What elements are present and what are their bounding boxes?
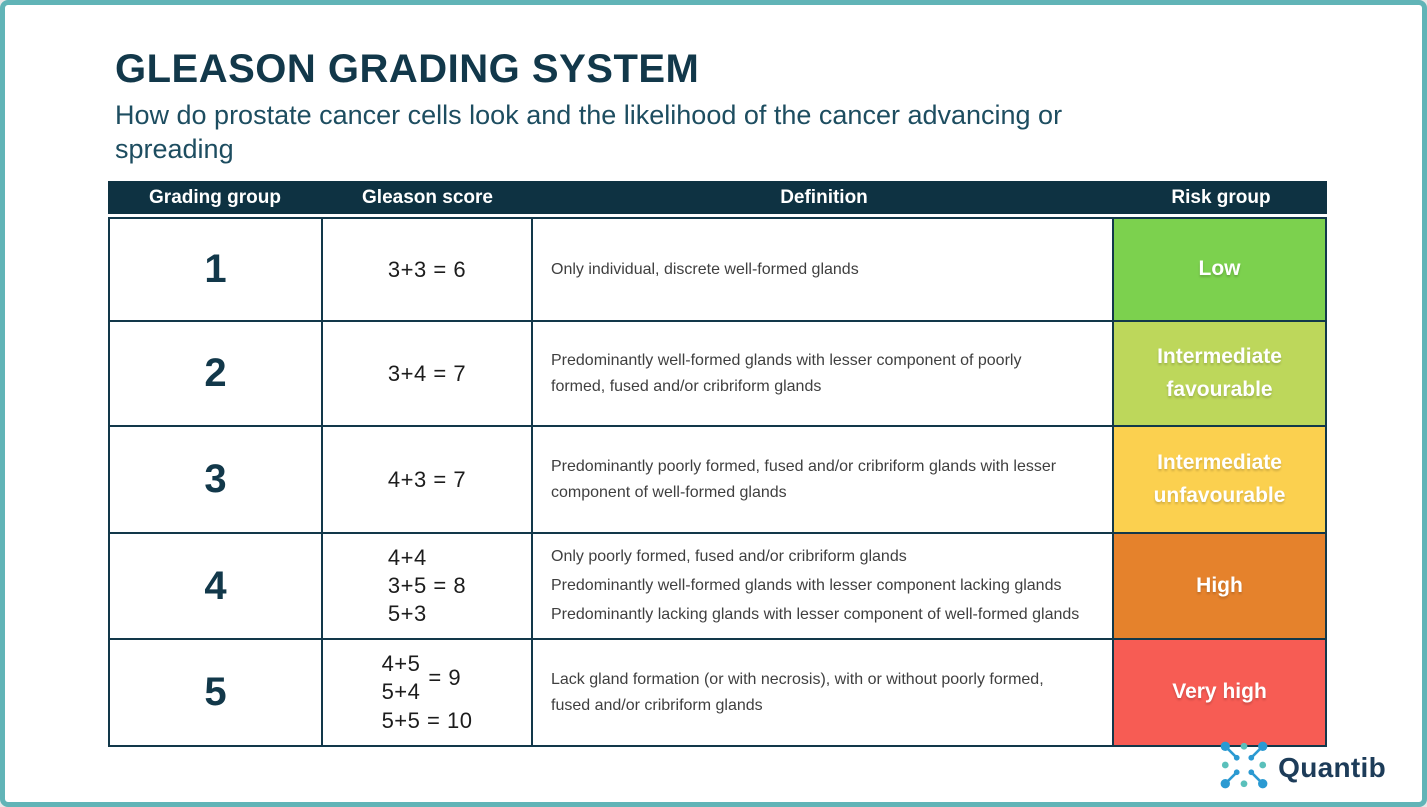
column-header-definition: Definition bbox=[780, 186, 868, 208]
table-body: 1 3+3 = 6 Only individual, discrete well… bbox=[108, 217, 1327, 747]
score-line: 3+5 = 8 bbox=[387, 572, 467, 598]
grading-group-cell: 1 bbox=[110, 219, 321, 320]
table-header-row: Grading group Gleason score Definition R… bbox=[108, 181, 1327, 214]
risk-group-cell: High bbox=[1114, 534, 1325, 638]
risk-group-cell: Low bbox=[1114, 219, 1325, 320]
definition-text: Predominantly well-formed glands with le… bbox=[551, 577, 1062, 594]
page-subtitle: How do prostate cancer cells look and th… bbox=[115, 100, 1063, 164]
score-pair-row: 4+5 5+4 = 9 bbox=[382, 650, 473, 706]
risk-group-cell: Intermediate unfavourable bbox=[1114, 427, 1325, 532]
page-title: GLEASON GRADING SYSTEM bbox=[115, 47, 700, 91]
header-block: GLEASON GRADING SYSTEM How do prostate c… bbox=[115, 47, 1315, 167]
definition-text: Predominantly lacking glands with lesser… bbox=[551, 606, 1080, 623]
molecule-icon bbox=[1218, 739, 1270, 796]
definition-cell: Only individual, discrete well-formed gl… bbox=[533, 219, 1112, 320]
score-line: 5+5 = 10 bbox=[381, 707, 473, 733]
score-line: 5+3 bbox=[387, 601, 427, 627]
gleason-score-cell: 4+5 5+4 = 9 5+5 = 10 bbox=[323, 640, 531, 745]
score-line: 5+4 bbox=[381, 679, 421, 705]
gleason-score-cell: 3+3 = 6 bbox=[323, 219, 531, 320]
score-line: 4+4 bbox=[387, 544, 427, 570]
header-gap bbox=[108, 214, 1327, 217]
quantib-logo-text: Quantib bbox=[1278, 751, 1386, 783]
grading-group-cell: 3 bbox=[110, 427, 321, 532]
score-pair-result: = 9 bbox=[428, 665, 462, 691]
grading-group-cell: 4 bbox=[110, 534, 321, 638]
definition-text: Predominantly well-formed glands with le… bbox=[551, 351, 1022, 395]
column-header-grading-group: Grading group bbox=[149, 186, 281, 208]
grading-group-cell: 2 bbox=[110, 322, 321, 425]
quantib-logo: Quantib bbox=[1218, 739, 1386, 796]
column-header-gleason-score: Gleason score bbox=[362, 186, 493, 208]
definition-text: Predominantly poorly formed, fused and/o… bbox=[551, 457, 1057, 501]
definition-text: Only individual, discrete well-formed gl… bbox=[551, 260, 859, 278]
risk-group-cell: Intermediate favourable bbox=[1114, 322, 1325, 425]
risk-label: Low bbox=[1198, 257, 1241, 281]
definition-cell: Predominantly poorly formed, fused and/o… bbox=[533, 427, 1112, 532]
definition-text: Lack gland formation (or with necrosis),… bbox=[551, 670, 1044, 714]
gleason-table: Grading group Gleason score Definition R… bbox=[108, 181, 1327, 747]
risk-label: Very high bbox=[1172, 680, 1267, 704]
grading-group-cell: 5 bbox=[110, 640, 321, 745]
gleason-score-cell: 3+4 = 7 bbox=[323, 322, 531, 425]
gleason-score-cell: 4+4 3+5 = 8 5+3 bbox=[323, 534, 531, 638]
score-value: 4+3 = 7 bbox=[387, 466, 467, 492]
definition-cell: Lack gland formation (or with necrosis),… bbox=[533, 640, 1112, 745]
score-multiline: 4+5 5+4 = 9 5+5 = 10 bbox=[382, 650, 473, 734]
gleason-score-cell: 4+3 = 7 bbox=[323, 427, 531, 532]
score-value: 3+3 = 6 bbox=[387, 256, 467, 282]
risk-group-cell: Very high bbox=[1114, 640, 1325, 745]
risk-label: Intermediate unfavourable bbox=[1153, 450, 1286, 507]
score-line: 4+5 bbox=[381, 651, 421, 677]
definition-cell: Only poorly formed, fused and/or cribrif… bbox=[533, 534, 1112, 638]
definition-cell: Predominantly well-formed glands with le… bbox=[533, 322, 1112, 425]
column-header-risk-group: Risk group bbox=[1171, 186, 1271, 208]
risk-label: Intermediate favourable bbox=[1157, 344, 1282, 401]
score-multiline: 4+4 3+5 = 8 5+3 bbox=[388, 544, 466, 628]
risk-label: High bbox=[1196, 573, 1243, 597]
definition-text: Only poorly formed, fused and/or cribrif… bbox=[551, 548, 907, 565]
score-value: 3+4 = 7 bbox=[387, 360, 467, 386]
